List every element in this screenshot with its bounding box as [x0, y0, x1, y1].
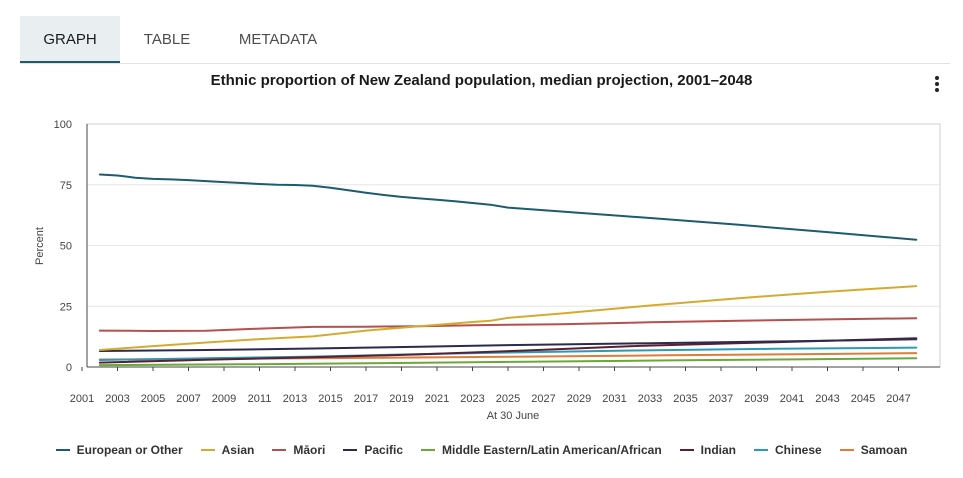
- legend-item[interactable]: European or Other: [55, 443, 183, 457]
- series-lines: [98, 173, 918, 367]
- legend-swatch: [55, 449, 70, 451]
- y-tick-label: 0: [66, 362, 72, 374]
- x-tick-label: 2021: [425, 393, 449, 405]
- legend-swatch: [272, 449, 287, 451]
- legend-label: Chinese: [775, 443, 822, 457]
- legend-label: Indian: [700, 443, 736, 457]
- series-line-european-or-other[interactable]: [98, 173, 918, 241]
- x-tick-label: 2003: [105, 393, 129, 405]
- series-line-m-ori[interactable]: [98, 317, 918, 332]
- legend-label: European or Other: [76, 443, 183, 457]
- legend-item[interactable]: Chinese: [754, 443, 822, 457]
- y-tick-label: 100: [54, 119, 72, 131]
- legend-swatch: [343, 449, 358, 451]
- legend-label: Asian: [221, 443, 255, 457]
- x-tick-label: 2009: [212, 393, 236, 405]
- legend-label: Māori: [293, 443, 326, 457]
- chart-title: Ethnic proportion of New Zealand populat…: [210, 72, 753, 89]
- axes: [81, 123, 941, 371]
- x-tick-label: 2027: [531, 393, 555, 405]
- x-tick-label: 2015: [318, 393, 342, 405]
- x-tick-label: 2029: [567, 393, 591, 405]
- tab-graph[interactable]: GRAPH: [20, 16, 120, 63]
- x-tick-label: 2007: [176, 393, 200, 405]
- chart-legend: European or Other Asian Māori Pacific Middle…: [0, 443, 963, 457]
- series-line-pacific[interactable]: [98, 338, 918, 352]
- legend-swatch: [754, 449, 768, 451]
- x-tick-label: 2035: [673, 393, 697, 405]
- legend-item[interactable]: Samoan: [839, 443, 908, 457]
- grid: [87, 123, 940, 307]
- legend-item[interactable]: Pacific: [343, 443, 403, 457]
- x-tick-label: 2033: [638, 393, 662, 405]
- x-tick-label: 2045: [851, 393, 875, 405]
- legend-item[interactable]: Middle Eastern/Latin American/African: [421, 443, 662, 457]
- x-tick-label: 2025: [496, 393, 520, 405]
- x-axis-label: At 30 June: [487, 410, 540, 422]
- x-tick-label: 2001: [70, 393, 94, 405]
- y-tick-label: 75: [60, 180, 72, 192]
- series-line-asian[interactable]: [98, 285, 918, 351]
- y-axis-label: Percent: [34, 227, 46, 265]
- tab-bar: GRAPH TABLE METADATA: [20, 16, 950, 64]
- legend-label: Middle Eastern/Latin American/African: [442, 443, 662, 457]
- x-tick-label: 2005: [141, 393, 165, 405]
- x-tick-label: 2013: [283, 393, 307, 405]
- legend-item[interactable]: Indian: [679, 443, 736, 457]
- legend-swatch: [200, 449, 215, 451]
- tick-labels: 0 25 50 75 100 2001 2003 2005 2007 2009 2011 2013 20…: [54, 119, 911, 405]
- x-tick-label: 2023: [460, 393, 484, 405]
- x-tick-label: 2031: [602, 393, 626, 405]
- tab-table[interactable]: TABLE: [143, 31, 191, 48]
- x-tick-label: 2041: [780, 393, 804, 405]
- x-tick-label: 2047: [886, 393, 910, 405]
- series-line-indian[interactable]: [98, 337, 918, 364]
- tab-metadata[interactable]: METADATA: [238, 31, 318, 48]
- x-tick-label: 2017: [354, 393, 378, 405]
- more-options-icon[interactable]: [928, 76, 946, 96]
- legend-item[interactable]: Māori: [272, 443, 325, 457]
- x-tick-label: 2019: [389, 393, 413, 405]
- legend-swatch: [679, 449, 694, 451]
- y-tick-label: 25: [60, 301, 72, 313]
- series-line-middle-eastern-latin-american-african[interactable]: [98, 357, 918, 367]
- legend-label: Pacific: [364, 443, 404, 457]
- x-tick-label: 2011: [248, 393, 272, 405]
- legend-swatch: [421, 449, 436, 451]
- x-tick-label: 2043: [815, 393, 839, 405]
- y-tick-label: 50: [60, 241, 72, 253]
- x-tick-label: 2039: [744, 393, 768, 405]
- legend-item[interactable]: Asian: [200, 443, 255, 457]
- legend-swatch: [839, 449, 854, 451]
- legend-label: Samoan: [860, 443, 908, 457]
- x-tick-label: 2037: [709, 393, 733, 405]
